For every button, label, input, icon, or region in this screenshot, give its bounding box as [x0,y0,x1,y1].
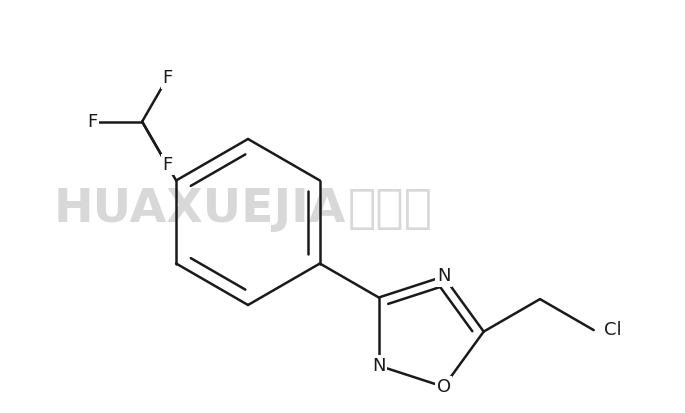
Text: F: F [87,113,97,131]
Text: HUAXUEJIA: HUAXUEJIA [54,188,346,233]
Text: F: F [162,69,172,87]
Text: N: N [437,268,450,285]
Text: O: O [436,378,451,396]
Text: N: N [372,357,386,375]
Text: F: F [162,156,172,174]
Text: Cl: Cl [603,321,621,339]
Text: 化学加: 化学加 [347,188,432,233]
